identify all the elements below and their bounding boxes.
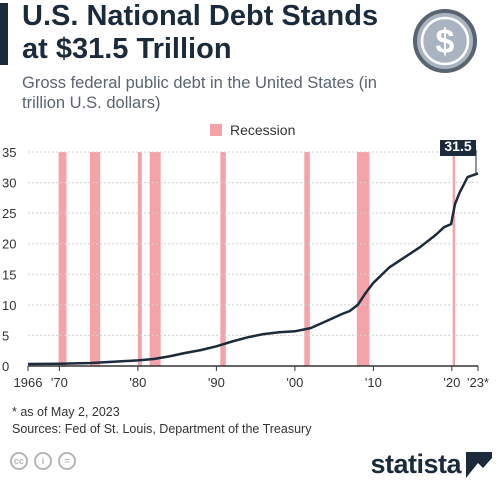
y-tick-label: 0 [2, 359, 9, 374]
nd-icon[interactable]: = [58, 452, 76, 470]
x-tick-label: '00 [286, 375, 303, 390]
source-note: Sources: Fed of St. Louis, Department of… [12, 422, 312, 436]
dollar-coin-icon: $ [402, 4, 488, 78]
recession-band [149, 152, 161, 366]
y-tick-label: 30 [2, 176, 16, 191]
debt-line-chart: 0 5 10 15 20 25 30 35 1966 '70 '80 '90 '00 '10 '20 '23*… [2, 136, 489, 390]
y-tick-label: 20 [2, 237, 16, 252]
chart-subtitle: Gross federal public debt in the United … [22, 74, 377, 112]
callout-box [440, 136, 476, 156]
by-icon[interactable]: i [34, 452, 52, 470]
license-icons: cc i = [10, 452, 76, 470]
legend-swatch-recession [210, 124, 222, 136]
x-tick-label: '90 [208, 375, 225, 390]
recession-band [452, 152, 456, 366]
y-tick-label: 15 [2, 267, 16, 282]
legend-label-recession: Recession [230, 122, 296, 138]
x-tick-label: '10 [365, 375, 382, 390]
statista-mark-icon [466, 451, 492, 478]
statista-logo[interactable]: statista [370, 449, 492, 480]
svg-text:$: $ [436, 23, 455, 61]
recession-band [220, 152, 226, 366]
recession-band [137, 152, 142, 366]
x-tick-label: 1966 [14, 375, 43, 390]
chart-legend: Recession [210, 122, 295, 138]
title-accent-bar [0, 3, 8, 65]
debt-series-line [27, 172, 479, 366]
x-tick-label: '20 [443, 375, 460, 390]
recession-band [304, 152, 310, 366]
x-tick-label: '70 [51, 375, 68, 390]
y-tick-label: 35 [2, 145, 16, 160]
y-tick-label: 25 [2, 206, 16, 221]
cc-icon[interactable]: cc [10, 452, 28, 470]
x-tick-label: '23* [467, 375, 489, 390]
callout-value-label: 31.5 [444, 140, 471, 154]
recession-band [58, 152, 67, 366]
page-title: U.S. National Debt Stands at $31.5 Trill… [22, 0, 379, 65]
recession-band [356, 152, 370, 366]
y-tick-label: 10 [2, 298, 16, 313]
chart-area: 0 5 10 15 20 25 30 35 1966 '70 '80 '90 '00 '10 '20 '23*… [0, 136, 500, 395]
footnote: * as of May 2, 2023 [12, 405, 120, 419]
brand-name: statista [370, 449, 461, 479]
y-tick-label: 5 [2, 328, 9, 343]
x-tick-label: '80 [129, 375, 146, 390]
recession-band [90, 152, 101, 366]
